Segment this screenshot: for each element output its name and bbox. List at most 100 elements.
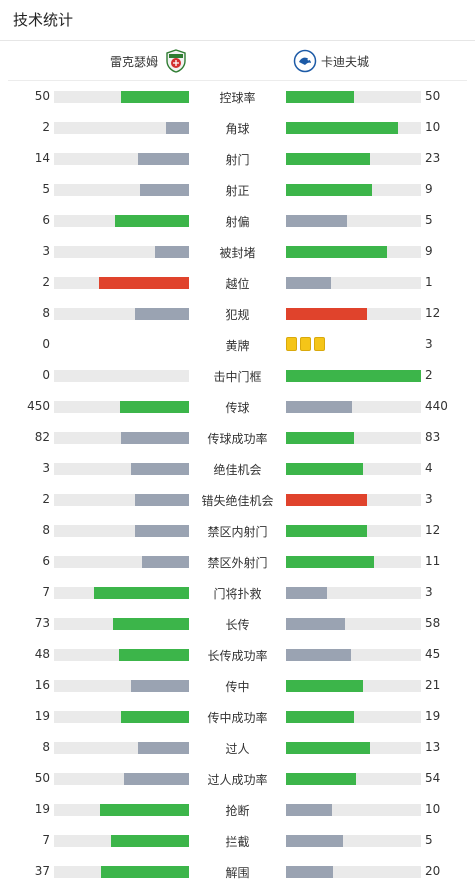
away-stat-bar xyxy=(286,649,421,661)
home-stat-bar xyxy=(54,463,189,475)
home-stat-bar xyxy=(54,184,189,196)
away-stat-bar xyxy=(286,494,421,506)
home-stat-value: 82 xyxy=(34,430,50,444)
stat-row: 73 长传 58 xyxy=(0,608,475,639)
away-stat-bar xyxy=(286,866,421,878)
home-stat-bar-fill xyxy=(138,742,189,754)
home-stat-value: 8 xyxy=(42,306,50,320)
home-stat-value: 0 xyxy=(42,337,50,351)
home-stat-bar xyxy=(54,556,189,568)
home-stat-bar xyxy=(54,246,189,258)
away-stat-bar-fill xyxy=(286,153,370,165)
home-stat-bar-fill xyxy=(155,246,189,258)
home-stat-value: 8 xyxy=(42,523,50,537)
home-stat-bar-fill xyxy=(100,804,189,816)
away-stat-value: 50 xyxy=(425,89,441,103)
stat-row: 7 门将扑救 3 xyxy=(0,577,475,608)
stat-row: 8 犯规 12 xyxy=(0,298,475,329)
away-stat-value: 5 xyxy=(425,213,433,227)
stat-label: 传中成功率 xyxy=(207,711,268,725)
stat-row: 3 被封堵 9 xyxy=(0,236,475,267)
home-stat-bar-fill xyxy=(119,649,189,661)
away-stat-bar-fill xyxy=(286,277,331,289)
away-stat-bar-fill xyxy=(286,680,363,692)
away-stat-bar xyxy=(286,680,421,692)
away-team-name: 卡迪夫城 xyxy=(321,54,370,69)
stat-row: 6 射偏 5 xyxy=(0,205,475,236)
away-stat-bar xyxy=(286,804,421,816)
away-stat-bar xyxy=(286,618,421,630)
away-stat-value: 1 xyxy=(425,275,433,289)
stat-label: 犯规 xyxy=(225,308,250,322)
away-stat-bar-fill xyxy=(286,587,327,599)
stat-label: 长传 xyxy=(225,618,250,632)
home-stat-bar xyxy=(54,401,189,413)
stat-row: 2 角球 10 xyxy=(0,112,475,143)
away-stat-bar-fill xyxy=(286,122,398,134)
home-stat-bar xyxy=(54,215,189,227)
away-stat-value: 23 xyxy=(425,151,441,165)
home-stat-value: 19 xyxy=(34,709,50,723)
away-stat-bar-fill xyxy=(286,494,367,506)
home-stat-bar-fill xyxy=(140,184,189,196)
home-stat-bar-fill xyxy=(135,494,189,506)
away-stat-bar xyxy=(286,773,421,785)
home-stat-value: 7 xyxy=(42,585,50,599)
away-stat-value: 12 xyxy=(425,523,441,537)
stat-label: 过人成功率 xyxy=(207,773,268,787)
home-team[interactable]: 雷克瑟姆 xyxy=(110,41,188,81)
home-stat-bar xyxy=(54,308,189,320)
home-stat-value: 3 xyxy=(42,244,50,258)
home-stat-bar-fill xyxy=(121,711,189,723)
away-stat-value: 5 xyxy=(425,833,433,847)
away-stat-bar-fill xyxy=(286,246,387,258)
away-stat-bar xyxy=(286,277,421,289)
away-stat-value: 3 xyxy=(425,492,433,506)
stat-label: 被封堵 xyxy=(219,246,256,260)
away-team[interactable]: 卡迪夫城 xyxy=(293,41,369,81)
stat-row: 48 长传成功率 45 xyxy=(0,639,475,670)
away-stat-bar xyxy=(286,587,421,599)
home-stat-value: 8 xyxy=(42,740,50,754)
stat-row: 7 拦截 5 xyxy=(0,825,475,856)
stat-row: 19 传中成功率 19 xyxy=(0,701,475,732)
stat-row: 14 射门 23 xyxy=(0,143,475,174)
stat-row: 16 传中 21 xyxy=(0,670,475,701)
home-stat-value: 2 xyxy=(42,275,50,289)
stat-row: 3 绝佳机会 4 xyxy=(0,453,475,484)
away-stat-bar-fill xyxy=(286,773,356,785)
away-stat-bar xyxy=(286,432,421,444)
away-stat-bar-fill xyxy=(286,91,354,103)
stat-label: 禁区内射门 xyxy=(207,525,268,539)
stat-label: 解围 xyxy=(225,866,250,880)
away-stat-value: 10 xyxy=(425,120,441,134)
home-stat-value: 7 xyxy=(42,833,50,847)
yellow-card-icon xyxy=(300,337,311,351)
home-stat-bar-fill xyxy=(121,91,189,103)
home-stat-bar xyxy=(54,494,189,506)
home-stat-value: 0 xyxy=(42,368,50,382)
home-stat-bar xyxy=(54,432,189,444)
stat-label: 击中门框 xyxy=(213,370,262,384)
yellow-card-icon xyxy=(314,337,325,351)
stat-label: 射门 xyxy=(225,153,250,167)
away-stat-value: 4 xyxy=(425,461,433,475)
stat-label: 拦截 xyxy=(225,835,250,849)
stat-row: 50 过人成功率 54 xyxy=(0,763,475,794)
away-stat-bar xyxy=(286,122,421,134)
away-stat-bar xyxy=(286,835,421,847)
away-stat-bar-fill xyxy=(286,835,343,847)
away-stat-bar xyxy=(286,711,421,723)
home-stat-bar-fill xyxy=(166,122,189,134)
home-stat-bar-fill xyxy=(101,866,189,878)
home-stat-value: 6 xyxy=(42,213,50,227)
away-stat-bar-fill xyxy=(286,370,421,382)
away-stat-value: 83 xyxy=(425,430,441,444)
away-stat-bar-fill xyxy=(286,556,374,568)
home-stat-bar xyxy=(54,618,189,630)
teams-header: 雷克瑟姆 卡迪夫城 xyxy=(8,41,467,81)
away-stat-bar-fill xyxy=(286,308,367,320)
stat-row: 2 错失绝佳机会 3 xyxy=(0,484,475,515)
away-stat-value: 21 xyxy=(425,678,441,692)
yellow-card-icon xyxy=(286,337,297,351)
